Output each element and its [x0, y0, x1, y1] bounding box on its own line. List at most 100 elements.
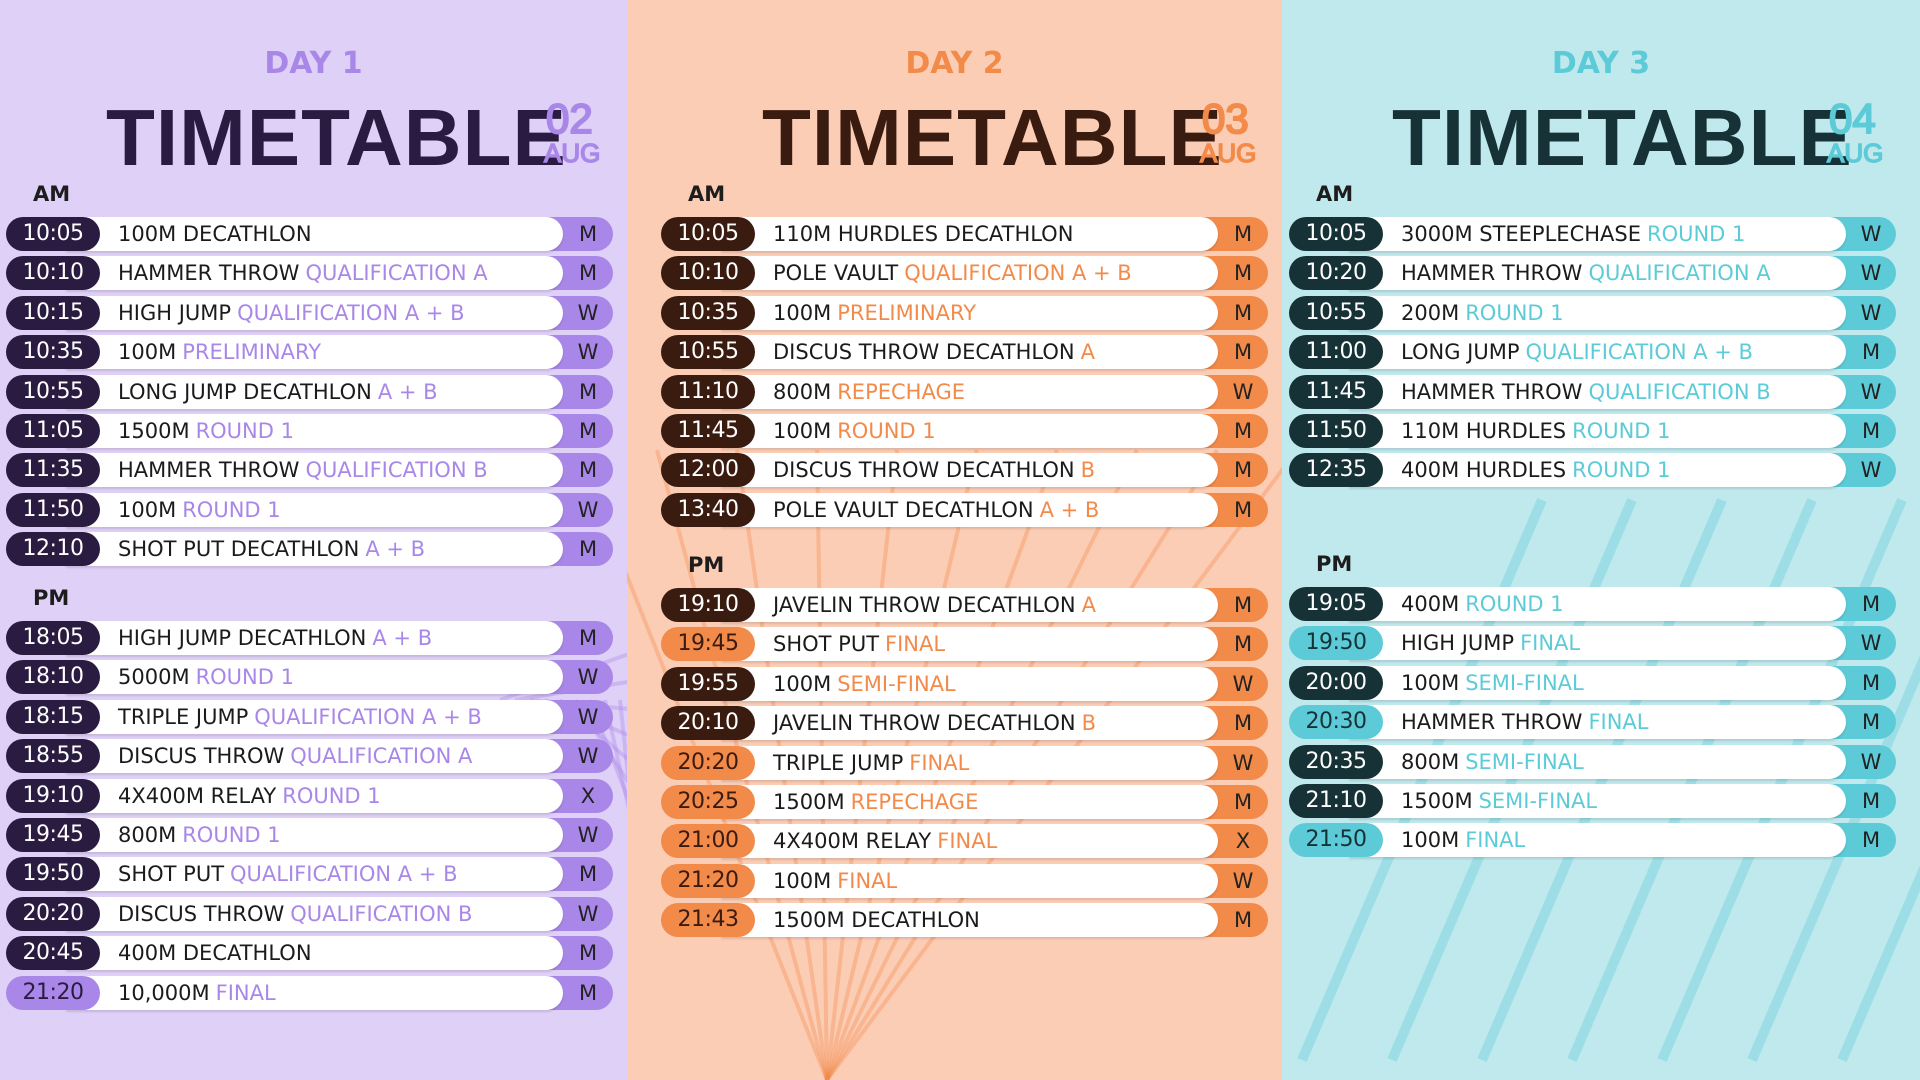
gender: W [577, 665, 599, 690]
row-body [1349, 335, 1846, 370]
gender: M [1233, 300, 1253, 325]
time-pill: 10:55 [661, 335, 755, 370]
event-name: 800M [773, 379, 832, 404]
time-pill: 11:35 [6, 453, 100, 488]
gender: M [1233, 261, 1253, 286]
row-body [66, 660, 563, 695]
gender: W [1860, 261, 1882, 286]
row-body [721, 785, 1218, 819]
event-name: 110M HURDLES [1401, 419, 1567, 443]
event: 1500M ROUND 1 [118, 414, 294, 448]
row-body [66, 492, 563, 527]
session-label: PM [688, 553, 725, 577]
event-name: 400M [1401, 592, 1460, 616]
row-body [66, 857, 563, 892]
row-body [66, 256, 563, 291]
time-pill: 18:05 [6, 621, 100, 655]
session-label: PM [33, 586, 70, 610]
schedule-row: 21:20 100M FINAL W [661, 863, 1268, 898]
schedule-row: 11:35 HAMMER THROW QUALIFICATION B M [6, 453, 613, 488]
schedule-row: 10:05 100M DECATHLON M [6, 217, 613, 251]
event-name: 100M [1401, 828, 1460, 853]
event-name: 5000M [118, 665, 190, 690]
event-name: 1500M [1401, 789, 1473, 813]
row-body [66, 453, 563, 488]
row-body [66, 217, 563, 251]
event: HAMMER THROW FINAL [1401, 705, 1648, 739]
row-body [1349, 256, 1846, 291]
event-name: TRIPLE JUMP [773, 750, 904, 775]
time-pill: 10:55 [1289, 295, 1383, 330]
gender: W [577, 823, 599, 847]
time-pill: 11:50 [1289, 414, 1383, 448]
schedule-row: 20:10 JAVELIN THROW DECATHLON B M [661, 706, 1268, 741]
event: POLE VAULT DECATHLON A + B [773, 493, 1099, 527]
gender: X [1235, 829, 1251, 854]
row-body [721, 217, 1218, 251]
row-body [66, 335, 563, 370]
date-month: AUG [543, 137, 601, 169]
event: HAMMER THROW QUALIFICATION B [118, 453, 488, 487]
schedule-row: 10:35 100M PRELIMINARY M [661, 295, 1268, 330]
row-body [1349, 217, 1846, 251]
event: HIGH JUMP FINAL [1401, 626, 1580, 660]
event-name: DISCUS THROW [118, 744, 285, 769]
row-body [66, 896, 563, 931]
event: 3000M STEEPLECHASE ROUND 1 [1401, 217, 1745, 251]
event: 800M REPECHAGE [773, 375, 965, 409]
event-phase: ROUND 1 [182, 497, 281, 522]
event: 100M FINAL [773, 864, 897, 898]
row-body [721, 745, 1218, 780]
event: HIGH JUMP DECATHLON A + B [118, 621, 432, 655]
time-pill: 20:20 [6, 896, 100, 931]
row-body [1349, 784, 1846, 818]
time-pill: 12:00 [661, 453, 755, 488]
event-phase: PRELIMINARY [837, 300, 977, 325]
gender: W [577, 340, 599, 365]
event-name: POLE VAULT [773, 261, 899, 286]
event: DISCUS THROW DECATHLON B [773, 453, 1095, 487]
row-body [721, 627, 1218, 662]
event: 110M HURDLES ROUND 1 [1401, 414, 1671, 448]
event: 10,000M FINAL [118, 976, 276, 1010]
event-phase: QUALIFICATION A [290, 744, 473, 769]
event-name: JAVELIN THROW DECATHLON [773, 593, 1076, 617]
row-body [721, 824, 1218, 859]
event-phase: ROUND 1 [282, 783, 381, 808]
schedule-row: 21:50 100M FINAL M [1289, 823, 1896, 858]
event-name: 400M HURDLES [1401, 458, 1567, 483]
event-name: 4X400M RELAY [773, 829, 932, 854]
day-label: DAY 1 [264, 46, 363, 81]
event-name: 200M [1401, 300, 1460, 325]
schedule-row: 11:45 100M ROUND 1 M [661, 414, 1268, 448]
time-pill: 21:00 [661, 824, 755, 859]
time-pill: 19:10 [6, 778, 100, 813]
event-phase: QUALIFICATION A + B [230, 862, 458, 887]
gender: M [1233, 593, 1253, 617]
gender: M [1861, 789, 1881, 813]
schedule-row: 18:10 5000M ROUND 1 W [6, 660, 613, 695]
event-name: HAMMER THROW [1401, 379, 1583, 404]
gender: W [1860, 222, 1882, 246]
day-label: DAY 2 [905, 46, 1004, 81]
stripe [1657, 498, 1907, 1062]
event-phase: QUALIFICATION B [305, 458, 488, 483]
stripe [1297, 498, 1547, 1062]
row-body [66, 374, 563, 409]
schedule-row: 10:55 200M ROUND 1 W [1289, 295, 1896, 330]
stripe [1387, 498, 1637, 1062]
event-name: 1500M DECATHLON [773, 908, 980, 933]
schedule-row: 12:00 DISCUS THROW DECATHLON B M [661, 453, 1268, 488]
schedule-row: 19:10 4X400M RELAY ROUND 1 X [6, 778, 613, 813]
schedule-row: 20:30 HAMMER THROW FINAL M [1289, 705, 1896, 740]
event: JAVELIN THROW DECATHLON B [773, 706, 1096, 740]
title: TIMETABLE [1392, 93, 1853, 182]
event: 100M ROUND 1 [773, 414, 936, 448]
gender: M [1233, 222, 1253, 246]
event: 1500M SEMI-FINAL [1401, 784, 1597, 818]
event-name: HAMMER THROW [118, 458, 300, 483]
event-phase: B [1080, 458, 1095, 483]
event: 100M SEMI-FINAL [1401, 666, 1584, 700]
schedule-row: 21:00 4X400M RELAY FINAL X [661, 824, 1268, 859]
schedule-row: 11:50 110M HURDLES ROUND 1 M [1289, 414, 1896, 448]
